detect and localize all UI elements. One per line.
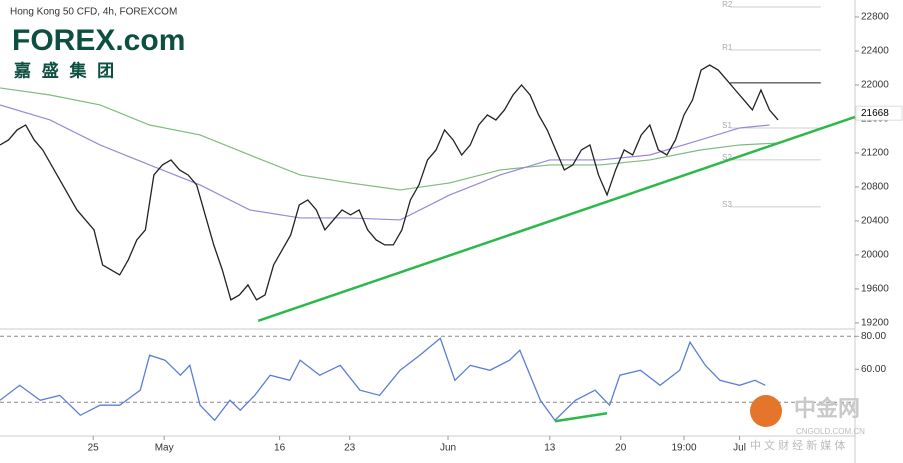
pivot-label: S3 <box>722 200 732 209</box>
pivot-label: S1 <box>722 121 732 130</box>
x-tick-label: Jul <box>733 443 746 454</box>
x-tick-label: 23 <box>344 443 356 454</box>
series-line <box>0 64 779 301</box>
logo-cn: 嘉 盛 集 团 <box>13 60 117 80</box>
y-tick-label: 20800 <box>861 182 889 193</box>
series-line <box>0 104 770 221</box>
last-price-label: 21668 <box>861 108 889 119</box>
x-tick-label: May <box>155 443 174 454</box>
y-tick-label: 20400 <box>861 216 889 227</box>
y-tick-label: 21200 <box>861 148 889 159</box>
watermark-slogan: 中 文 财 经 新 媒 体 <box>750 438 845 452</box>
x-tick-label: Jun <box>440 443 456 454</box>
x-tick-label: 19:00 <box>671 443 696 454</box>
series-line <box>0 87 780 191</box>
y-tick-label: 19600 <box>861 284 889 295</box>
x-tick-label: 16 <box>274 443 286 454</box>
pivot-label: R2 <box>722 0 733 9</box>
y-tick-label: 19200 <box>861 318 889 329</box>
y-tick-label: 60.00 <box>861 364 886 375</box>
y-tick-label: 22800 <box>861 12 889 23</box>
x-tick-label: 25 <box>88 443 100 454</box>
y-tick-label: 22000 <box>861 80 889 91</box>
logo: FOREX.com <box>12 24 185 57</box>
trend-line <box>554 412 608 423</box>
last-price-box <box>855 105 903 121</box>
series-line <box>0 337 766 422</box>
y-tick-label: 80.00 <box>861 331 886 342</box>
y-tick-label: 20000 <box>861 250 889 261</box>
pivot-label: S2 <box>722 153 732 162</box>
x-tick-label: 20 <box>615 443 627 454</box>
watermark-name: 中金网 <box>794 396 860 421</box>
watermark-site: CNGOLD.COM.CN <box>796 427 865 436</box>
watermark-icon <box>750 395 782 427</box>
symbol-label: Hong Kong 50 CFD, 4h, FOREXCOM <box>10 7 177 18</box>
y-tick-label: 22400 <box>861 46 889 57</box>
x-tick-label: 13 <box>544 443 556 454</box>
trend-line <box>257 115 856 323</box>
pivot-label: R1 <box>722 43 733 52</box>
